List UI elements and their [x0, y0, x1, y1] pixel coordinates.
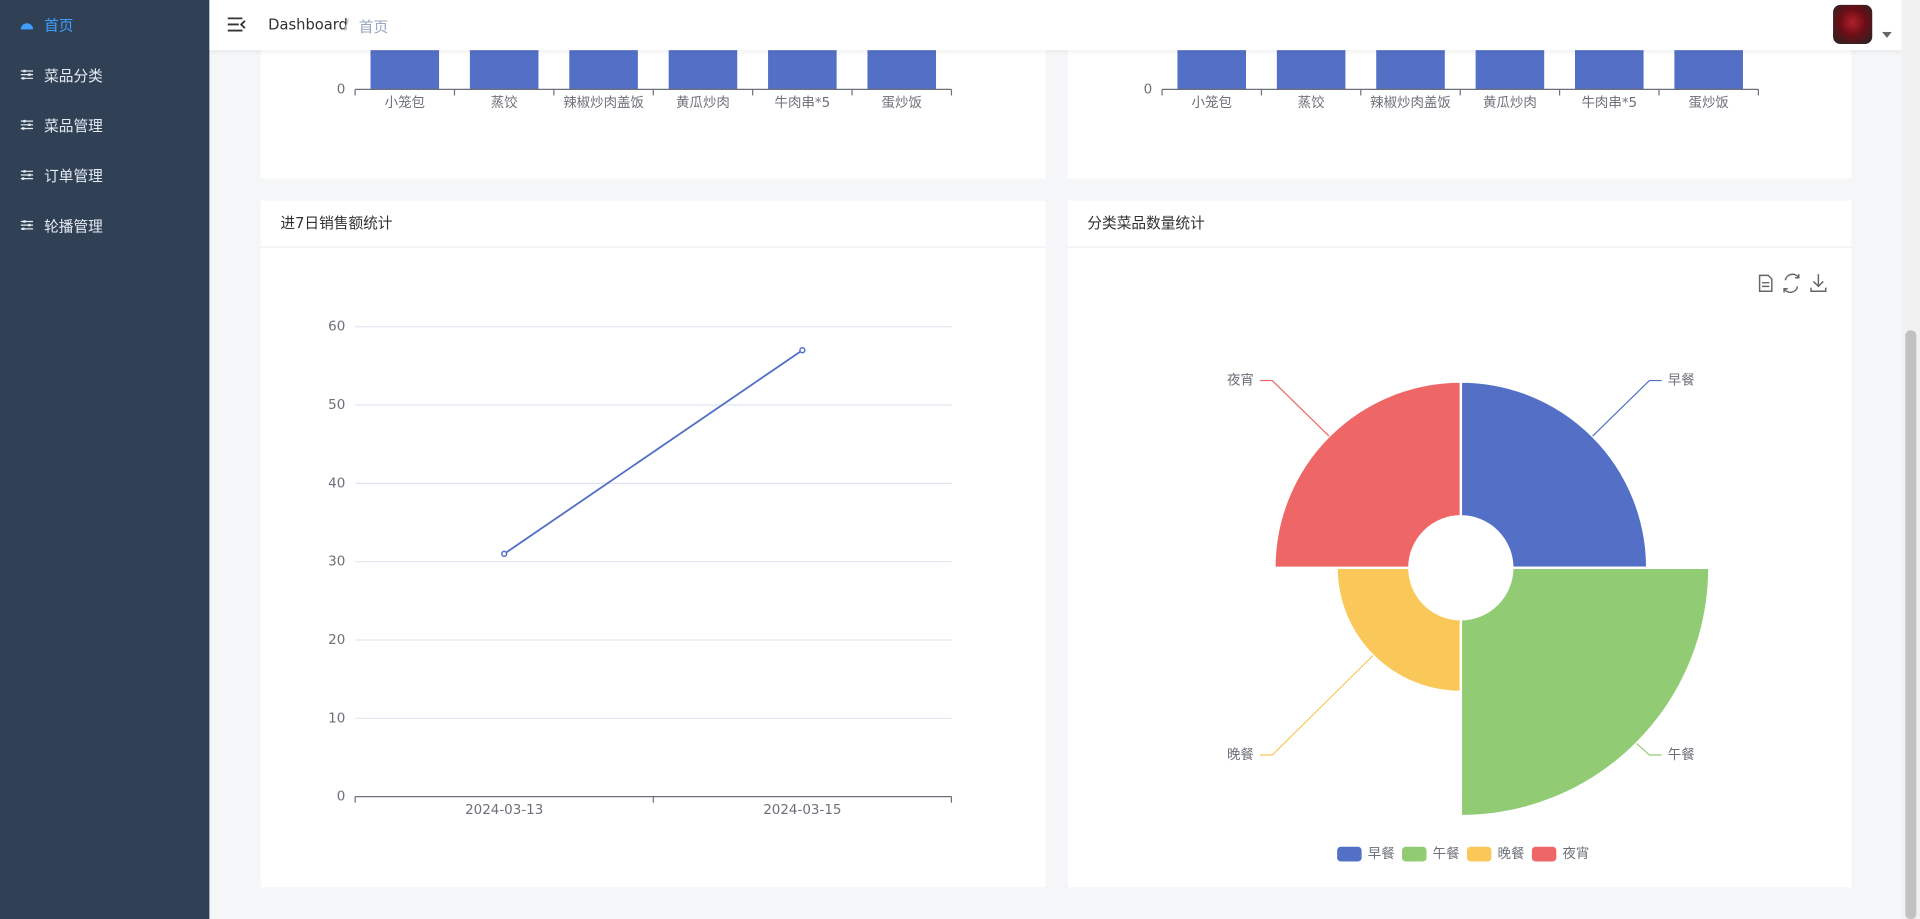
point [799, 347, 806, 354]
menu-item[interactable]: 菜品管理 [20, 113, 103, 137]
label-line [1592, 379, 1662, 437]
scrollbar[interactable] [1901, 0, 1920, 919]
x-tick-label: 蒸饺 [491, 95, 518, 111]
legend-label: 晚餐 [1498, 846, 1525, 862]
breadcrumb-separator: / [344, 15, 350, 34]
label-line [1260, 379, 1330, 437]
slice-label: 早餐 [1668, 373, 1695, 389]
x-tick-label: 牛肉串*5 [1581, 95, 1637, 111]
legend-swatch [1466, 846, 1492, 862]
toolbox [1758, 273, 1827, 293]
menu-label: 订单管理 [44, 167, 103, 185]
restore-icon[interactable] [1783, 273, 1800, 293]
menu-item[interactable]: 订单管理 [20, 163, 103, 187]
label-line [1260, 655, 1374, 756]
menu-icon [20, 119, 34, 130]
save-icon[interactable] [1810, 274, 1827, 292]
menu-icon [20, 170, 34, 180]
x-tick-label: 辣椒炒肉盖饭 [563, 95, 644, 111]
scroll-thumb[interactable] [1905, 330, 1917, 919]
x-tick-label: 蛋炒饭 [882, 95, 922, 111]
rose-slice [1335, 566, 1463, 694]
sidebar: 首页菜品分类菜品管理订单管理轮播管理 [0, 0, 210, 919]
legend-label: 早餐 [1368, 846, 1395, 862]
x-tick-label: 小笼包 [1192, 94, 1232, 111]
x-tick-label: 黄瓜炒肉 [1483, 95, 1537, 111]
card-title: 进7日销售额统计 [280, 215, 392, 232]
menu-label: 菜品管理 [44, 116, 103, 134]
y-tick-label: 20 [328, 633, 345, 648]
menu-icon [20, 220, 34, 231]
slice-label: 午餐 [1668, 747, 1695, 763]
hamburger[interactable] [227, 16, 247, 33]
y-tick-label: 40 [328, 476, 345, 491]
x-tick-label: 2024-03-13 [465, 803, 543, 818]
x-tick-label: 小笼包 [385, 94, 425, 111]
breadcrumb-item[interactable]: Dashboard [268, 15, 348, 34]
y-tick-label: 60 [328, 320, 345, 335]
rose-slice [1273, 380, 1463, 570]
label-line [1636, 742, 1662, 756]
y-tick-label: 0 [337, 790, 346, 805]
y-tick-label: 0 [337, 82, 346, 97]
y-tick-label: 30 [328, 555, 345, 570]
y-tick-label: 10 [328, 711, 345, 726]
x-tick-label: 黄瓜炒肉 [676, 95, 730, 111]
x-tick-label: 辣椒炒肉盖饭 [1370, 95, 1451, 111]
y-tick-label: 0 [1144, 82, 1153, 97]
menu-label: 首页 [44, 16, 74, 34]
card-title: 分类菜品数量统计 [1087, 215, 1205, 232]
legend-swatch [1402, 846, 1427, 862]
rose-slice [1459, 380, 1649, 570]
caret[interactable] [1882, 31, 1892, 39]
line [503, 349, 803, 555]
navbar: Dashboard / 首页 [209, 0, 1902, 51]
menu-icon [20, 69, 34, 80]
x-tick-label: 牛肉串*5 [775, 95, 831, 111]
point [501, 550, 508, 558]
legend-swatch [1531, 846, 1557, 862]
legend-label: 午餐 [1433, 846, 1460, 862]
legend-label: 夜宵 [1562, 845, 1589, 862]
breadcrumb-item: 首页 [358, 18, 389, 36]
menu-label: 菜品分类 [44, 66, 103, 84]
avatar[interactable] [1833, 4, 1873, 45]
menu-label: 轮播管理 [44, 217, 103, 235]
y-tick-label: 50 [328, 398, 345, 413]
x-tick-label: 蛋炒饭 [1688, 95, 1728, 111]
x-tick-label: 2024-03-15 [763, 803, 841, 818]
card [260, 200, 1046, 888]
menu-item[interactable]: 菜品分类 [20, 62, 103, 86]
x-tick-label: 蒸饺 [1298, 95, 1325, 111]
menu-icon [20, 23, 34, 30]
legend-swatch [1337, 846, 1362, 862]
menu-item[interactable]: 首页 [20, 12, 74, 36]
slice-label: 晚餐 [1227, 747, 1254, 763]
menu-item[interactable]: 轮播管理 [20, 213, 103, 237]
data-view-icon[interactable] [1758, 274, 1773, 292]
slice-label: 夜宵 [1227, 372, 1254, 389]
rose-slice [1459, 566, 1711, 818]
